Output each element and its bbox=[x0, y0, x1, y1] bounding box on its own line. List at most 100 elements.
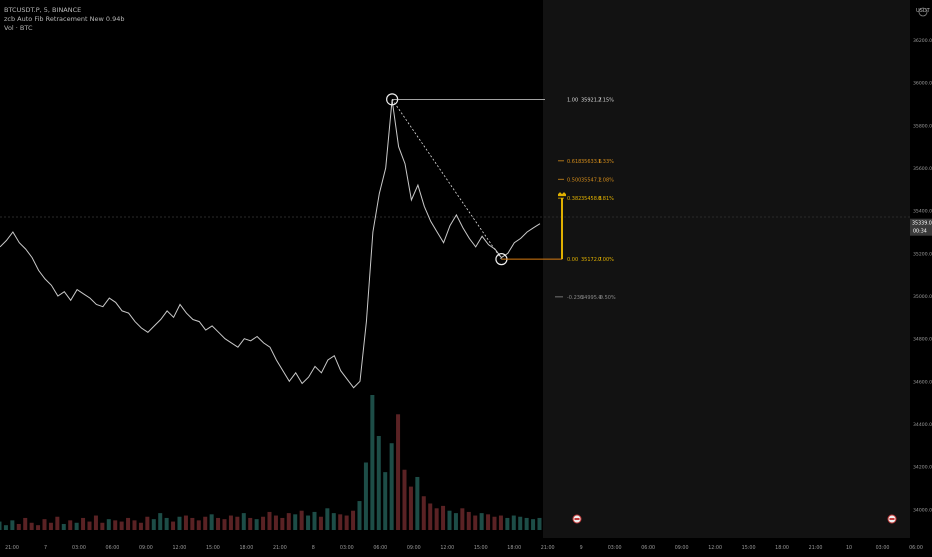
fib-ratio: 1.00 bbox=[567, 97, 578, 103]
countdown-label: 00:34 bbox=[913, 229, 927, 235]
price-axis-canvas[interactable]: USDT 36200.0 36000.0 35800.0 35600.0 35400.0… bbox=[910, 0, 932, 538]
volume-bar bbox=[312, 511, 317, 530]
volume-bar bbox=[222, 519, 227, 530]
volume-bar bbox=[415, 476, 420, 530]
volume-bar bbox=[286, 513, 291, 530]
volume-bar bbox=[511, 515, 516, 530]
legend-indicator[interactable]: zcb Auto Fib Retracement New 0.94b bbox=[4, 15, 125, 23]
time-tick-label: 09:00 bbox=[407, 545, 421, 551]
time-tick-label: 21:00 bbox=[273, 545, 287, 551]
time-tick-label: 12:00 bbox=[172, 545, 186, 551]
time-tick-label: 09:00 bbox=[675, 545, 689, 551]
time-tick-label: 10 bbox=[846, 545, 852, 551]
fib-level-label: 0.618 35633.61.33% bbox=[567, 159, 614, 165]
fib-price: 35547.2 bbox=[581, 177, 602, 183]
volume-bar bbox=[486, 514, 491, 530]
current-price-label: 35339.0 bbox=[912, 221, 932, 227]
volume-bar bbox=[434, 508, 439, 530]
price-tick-label: 34000.0 bbox=[913, 507, 932, 513]
current-price-tag bbox=[910, 218, 932, 236]
time-tick-label: 03:00 bbox=[72, 545, 86, 551]
price-tick-label: 35200.0 bbox=[913, 251, 932, 257]
volume-bar bbox=[132, 520, 137, 530]
volume-bar bbox=[280, 517, 285, 530]
event-marker-icon[interactable] bbox=[887, 514, 897, 524]
volume-bar bbox=[29, 522, 34, 530]
time-tick-label: 12:00 bbox=[708, 545, 722, 551]
volume-bar bbox=[389, 443, 394, 530]
volume-bar bbox=[126, 517, 131, 530]
volume-bar bbox=[383, 472, 388, 530]
volume-bar bbox=[190, 517, 195, 530]
price-axis[interactable]: USDT 36200.0 36000.0 35800.0 35600.0 35400.0… bbox=[910, 0, 932, 538]
volume-bar bbox=[351, 510, 356, 530]
fib-trend-line[interactable] bbox=[391, 99, 502, 260]
volume-bar bbox=[203, 516, 208, 530]
volume-bar bbox=[537, 517, 542, 530]
crown-icon bbox=[558, 192, 566, 197]
time-tick-label: 06:00 bbox=[909, 545, 923, 551]
time-tick-label: 03:00 bbox=[876, 545, 890, 551]
event-marker-icon[interactable] bbox=[572, 514, 582, 524]
volume-bar bbox=[87, 521, 92, 530]
time-tick-label: 06:00 bbox=[106, 545, 120, 551]
volume-bar bbox=[261, 516, 266, 530]
event-markers[interactable] bbox=[572, 514, 897, 524]
price-tick-label: 34200.0 bbox=[913, 465, 932, 471]
legend-volume[interactable]: Vol · BTC bbox=[4, 24, 33, 32]
price-line-series bbox=[0, 99, 541, 389]
time-tick-label: 03:00 bbox=[608, 545, 622, 551]
fib-level-label: 0.500 35547.21.08% bbox=[567, 177, 614, 183]
time-tick-label: 7 bbox=[44, 545, 47, 551]
fib-ratio: 0.500 bbox=[567, 177, 581, 183]
volume-bar bbox=[428, 503, 433, 530]
fib-level-label: 1.00 35921.72.15% bbox=[567, 97, 614, 103]
volume-bar bbox=[241, 513, 246, 530]
fib-ratio: -0.236 bbox=[567, 295, 583, 301]
volume-bar bbox=[23, 517, 28, 530]
volume-bar bbox=[113, 520, 118, 530]
volume-bar bbox=[183, 515, 188, 530]
fib-level-label: 0.00 35172.70.00% bbox=[567, 257, 614, 263]
legend-symbol[interactable]: BTCUSDT.P, 5, BINANCE bbox=[4, 6, 82, 14]
volume-bar bbox=[318, 516, 323, 530]
time-tick-label: 21:00 bbox=[809, 545, 823, 551]
volume-bar bbox=[138, 522, 143, 530]
time-axis-canvas[interactable]: 21:00 7 03:00 06:00 09:00 12:00 15:00 18:00 21:0… bbox=[0, 541, 932, 553]
time-tick-label: 15:00 bbox=[474, 545, 488, 551]
volume-bar bbox=[48, 522, 53, 530]
volume-bar bbox=[248, 517, 253, 530]
volume-bar bbox=[421, 496, 426, 530]
fib-price: 35633.6 bbox=[581, 159, 602, 165]
volume-bar bbox=[498, 515, 503, 530]
volume-bar bbox=[466, 511, 471, 530]
volume-bar bbox=[106, 519, 111, 530]
volume-bar bbox=[171, 521, 176, 530]
time-tick-label: 06:00 bbox=[373, 545, 387, 551]
time-tick-label: 15:00 bbox=[206, 545, 220, 551]
gear-icon[interactable] bbox=[918, 7, 928, 17]
price-tick-label: 35600.0 bbox=[913, 166, 932, 172]
fib-price: 34995.9 bbox=[581, 295, 602, 301]
volume-bar bbox=[363, 462, 368, 530]
volume-bar bbox=[61, 523, 66, 530]
currency-label[interactable]: USDT bbox=[916, 8, 931, 14]
volume-bar bbox=[55, 516, 60, 530]
fib-ratio: 0.00 bbox=[567, 257, 578, 263]
fib-retracement-tool[interactable]: 1.00 35921.72.15%0.618 35633.61.33%0.500 35… bbox=[386, 93, 616, 301]
chart-legend[interactable]: BTCUSDT.P, 5, BINANCE zcb Auto Fib Retra… bbox=[4, 6, 125, 33]
volume-bar bbox=[228, 515, 233, 530]
fib-percent: 1.08% bbox=[598, 177, 614, 183]
volume-bar bbox=[531, 519, 536, 530]
fib-level-label: 0.382 35458.80.81% bbox=[567, 196, 614, 202]
volume-bar bbox=[518, 516, 523, 530]
time-tick-label: 18:00 bbox=[507, 545, 521, 551]
time-axis[interactable]: 21:00 7 03:00 06:00 09:00 12:00 15:00 18:00 21:0… bbox=[0, 538, 932, 553]
time-tick-label: 18:00 bbox=[775, 545, 789, 551]
price-tick-label: 34600.0 bbox=[913, 379, 932, 385]
volume-bar bbox=[376, 435, 381, 530]
price-line bbox=[0, 99, 541, 389]
fib-percent: 0.00% bbox=[598, 257, 614, 263]
